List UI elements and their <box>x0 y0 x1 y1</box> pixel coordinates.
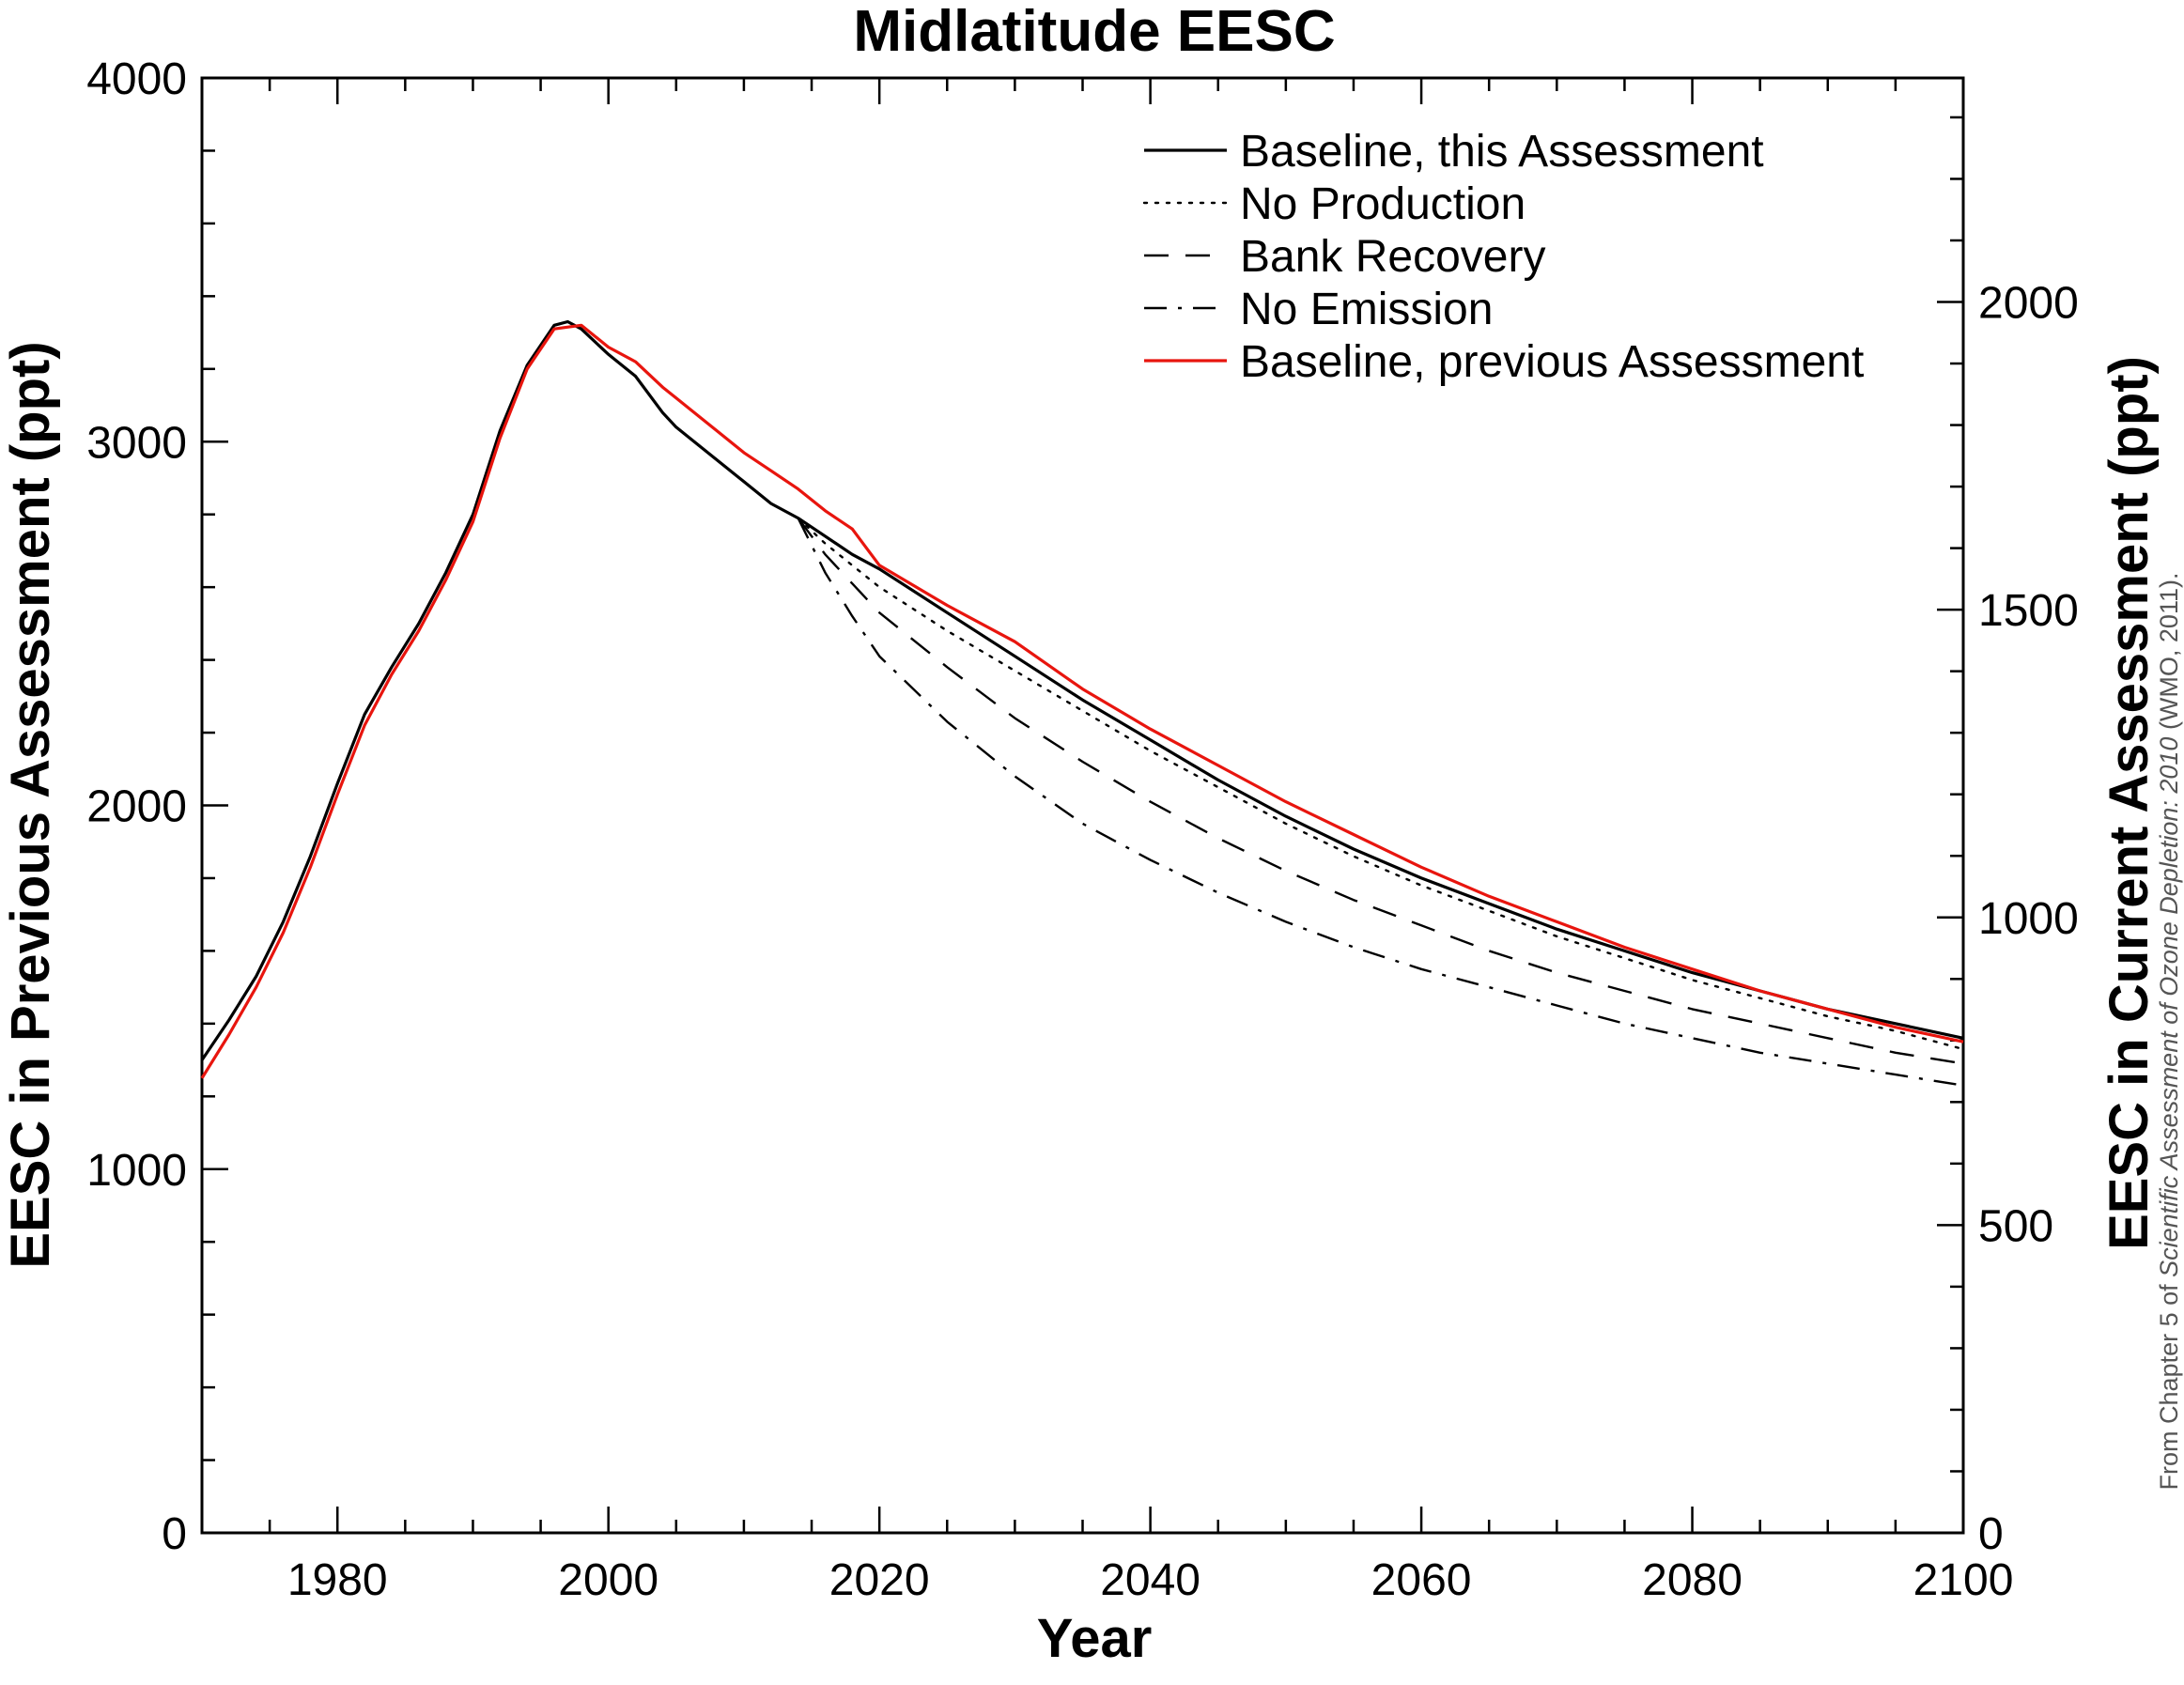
series-line-dashed-2 <box>797 517 1964 1065</box>
x-tick-label: 1980 <box>287 1555 388 1605</box>
x-tick-label: 2080 <box>1642 1555 1743 1605</box>
credit-prefix: From Chapter 5 of <box>2155 1277 2183 1491</box>
y-tick-label-right: 1000 <box>1978 894 2079 944</box>
series-line-solid-0 <box>200 319 1964 1061</box>
y-tick-label-right: 1500 <box>1978 586 2079 636</box>
y-tick-label-left: 2000 <box>86 782 187 832</box>
y-tick-label-right: 2000 <box>1978 279 2079 329</box>
y-tick-label-right: 0 <box>1978 1509 2004 1559</box>
y-tick-label-left: 3000 <box>86 418 187 468</box>
y-tick-label-left: 4000 <box>86 54 187 104</box>
y-axis-title-left: EESC in Previous Assessment (ppt) <box>0 341 61 1268</box>
legend-label: No Emission <box>1240 285 1493 334</box>
x-tick-label: 2040 <box>1100 1555 1200 1605</box>
series-line-dotted-1 <box>797 517 1965 1051</box>
axis-ticks: 1980 2000 2020 2040 2060 2080 2100010002000300… <box>86 54 2079 1605</box>
y-tick-label-left: 1000 <box>86 1146 187 1196</box>
series-line-dashdot-3 <box>797 518 1964 1087</box>
x-tick-label: 2100 <box>1913 1555 2014 1605</box>
y-axis-title-right: EESC in Current Assessment (ppt) <box>2099 356 2160 1250</box>
credit-suffix: (WMO, 2011). <box>2155 573 2183 737</box>
chart-title: Midlatitude EESC <box>853 0 1335 64</box>
plot-frame <box>200 76 1965 1535</box>
series-line-solid-4 <box>200 323 1964 1079</box>
x-tick-label: 2000 <box>558 1555 658 1605</box>
x-tick-label: 2060 <box>1371 1555 1472 1605</box>
series-lines <box>200 319 1965 1087</box>
legend-label: No Production <box>1240 179 1526 229</box>
source-credit: From Chapter 5 of Scientific Assessment … <box>2155 573 2183 1491</box>
y-tick-label-left: 0 <box>162 1509 187 1559</box>
x-axis-title: Year <box>1037 1608 1153 1669</box>
legend-label: Baseline, this Assessment <box>1240 127 1764 177</box>
x-tick-label: 2020 <box>829 1555 930 1605</box>
legend-label: Bank Recovery <box>1240 232 1545 282</box>
credit-italic: Scientific Assessment of Ozone Depletion… <box>2155 737 2183 1277</box>
y-tick-label-right: 500 <box>1978 1201 2053 1251</box>
legend-label: Baseline, previous Assessment <box>1240 337 1864 387</box>
